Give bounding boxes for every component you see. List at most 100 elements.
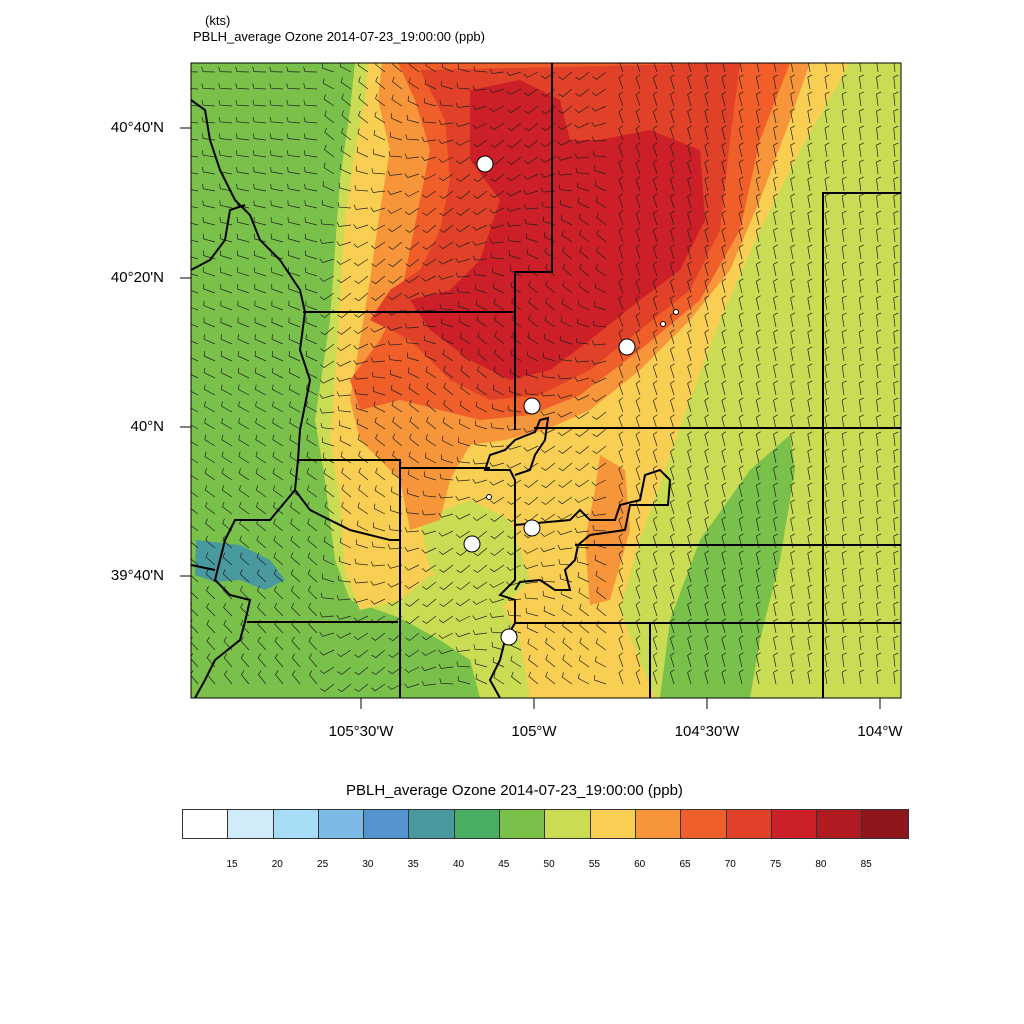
wind-barb bbox=[455, 139, 471, 146]
wind-barb bbox=[618, 448, 624, 464]
wind-barb bbox=[575, 167, 590, 175]
wind-barb bbox=[290, 535, 301, 549]
wind-barb bbox=[239, 535, 250, 549]
wind-barb bbox=[205, 552, 216, 566]
wind-barb bbox=[807, 550, 813, 566]
wind-barb bbox=[404, 581, 420, 590]
wind-barb bbox=[893, 567, 899, 583]
wind-barb bbox=[773, 108, 778, 124]
wind-barb bbox=[544, 315, 556, 328]
wind-barb bbox=[472, 459, 488, 465]
wind-barb bbox=[489, 88, 505, 94]
wind-barb bbox=[579, 229, 590, 243]
colorbar-label: 50 bbox=[543, 859, 555, 870]
wind-barb bbox=[489, 207, 505, 214]
wind-barb bbox=[441, 333, 454, 345]
wind-barb bbox=[235, 133, 250, 141]
wind-barb bbox=[288, 250, 301, 260]
wind-barb bbox=[790, 448, 796, 464]
wind-barb bbox=[574, 394, 590, 401]
wind-barb bbox=[290, 569, 301, 583]
wind-barb bbox=[205, 518, 216, 532]
wind-barb bbox=[841, 482, 847, 498]
wind-barb bbox=[341, 484, 352, 498]
wind-barb bbox=[473, 547, 488, 557]
wind-barb bbox=[790, 329, 796, 345]
wind-barb bbox=[893, 499, 899, 515]
wind-barb bbox=[218, 66, 233, 73]
wind-barb bbox=[858, 414, 864, 430]
wind-barb bbox=[354, 185, 369, 192]
wind-barb bbox=[858, 397, 864, 413]
wind-barb bbox=[455, 156, 471, 165]
wind-barb bbox=[490, 513, 505, 522]
wind-barb bbox=[222, 535, 233, 549]
wind-barb bbox=[489, 496, 505, 505]
wind-barb bbox=[489, 442, 505, 448]
wind-barb bbox=[254, 250, 267, 260]
wind-barb bbox=[443, 365, 454, 379]
wind-barb bbox=[494, 314, 505, 328]
wind-barb bbox=[404, 666, 420, 673]
wind-barb bbox=[323, 78, 335, 90]
wind-barb bbox=[687, 414, 692, 430]
wind-barb bbox=[305, 300, 318, 311]
wind-barb bbox=[876, 584, 882, 600]
wind-barb bbox=[460, 365, 471, 379]
wind-barb bbox=[635, 431, 641, 447]
station-marker bbox=[618, 338, 636, 356]
wind-barb bbox=[438, 258, 454, 265]
wind-barb bbox=[893, 414, 899, 430]
wind-barb bbox=[319, 394, 335, 399]
wind-barb bbox=[472, 513, 488, 522]
wind-barb bbox=[201, 133, 216, 141]
wind-barb bbox=[421, 680, 437, 686]
wind-barb bbox=[371, 541, 386, 549]
wind-barb bbox=[721, 584, 727, 600]
wind-barb bbox=[841, 193, 847, 209]
wind-barb bbox=[807, 652, 813, 668]
wind-barb bbox=[307, 569, 318, 583]
wind-barb bbox=[439, 678, 454, 685]
wind-barb bbox=[272, 501, 284, 515]
wind-barb bbox=[591, 359, 607, 365]
wind-barb bbox=[422, 117, 437, 124]
wind-barb bbox=[287, 166, 301, 175]
wind-barb bbox=[618, 176, 624, 192]
wind-barb bbox=[687, 601, 692, 617]
wind-barb bbox=[669, 244, 675, 260]
wind-barb bbox=[755, 295, 761, 311]
wind-barb bbox=[824, 397, 830, 413]
wind-barb bbox=[206, 602, 216, 617]
wind-barb bbox=[669, 618, 675, 634]
wind-barb bbox=[807, 244, 813, 260]
wind-barb bbox=[490, 252, 505, 260]
wind-barb bbox=[373, 503, 386, 515]
wind-barb bbox=[876, 482, 882, 498]
wind-barb bbox=[575, 445, 590, 455]
wind-barb bbox=[455, 102, 471, 108]
wind-barb bbox=[721, 652, 727, 668]
wind-barb bbox=[191, 273, 199, 277]
wind-barb bbox=[357, 128, 369, 141]
wind-barb bbox=[841, 584, 847, 600]
wind-barb bbox=[704, 652, 710, 668]
colorbar-swatch bbox=[364, 810, 410, 838]
wind-barb bbox=[422, 224, 437, 234]
wind-barb bbox=[489, 581, 505, 588]
wind-barb bbox=[669, 312, 675, 328]
wind-barb bbox=[387, 207, 403, 214]
wind-barb bbox=[652, 278, 658, 294]
wind-barb bbox=[893, 431, 899, 447]
wind-barb bbox=[191, 121, 199, 124]
wind-barb bbox=[375, 76, 386, 90]
wind-barb bbox=[557, 496, 573, 505]
wind-barb bbox=[223, 619, 233, 634]
wind-barb bbox=[687, 312, 692, 328]
wind-barb bbox=[577, 299, 590, 311]
wind-barb bbox=[373, 129, 386, 141]
wind-barb bbox=[191, 541, 199, 549]
wind-barb bbox=[218, 100, 233, 107]
station-marker-small bbox=[660, 321, 666, 327]
wind-barb bbox=[356, 539, 369, 549]
